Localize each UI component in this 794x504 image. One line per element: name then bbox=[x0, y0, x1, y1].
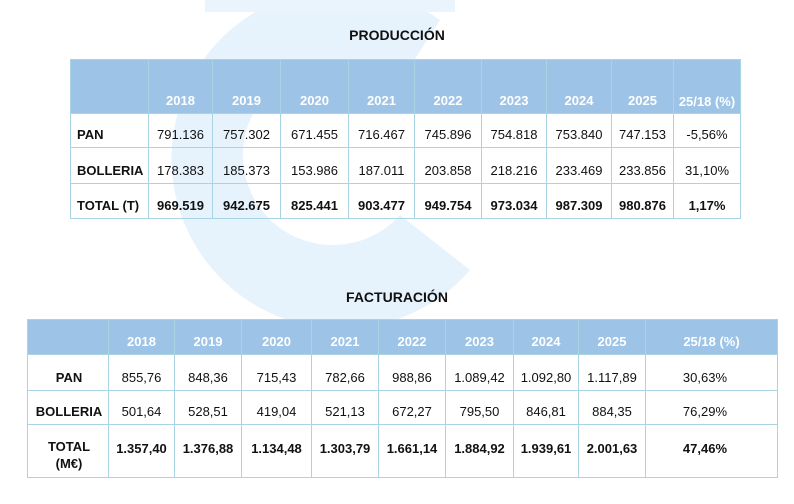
table-row: PAN 855,76 848,36 715,43 782,66 988,86 1.089,4… bbox=[27, 354, 778, 391]
produccion-title: PRODUCCIÓN bbox=[349, 27, 445, 43]
column-header: 2021 bbox=[311, 319, 379, 355]
header-blank bbox=[27, 319, 109, 355]
value-cell: 980.876 bbox=[611, 183, 674, 219]
value-cell: 2.001,63 bbox=[578, 424, 646, 478]
column-header: 2019 bbox=[212, 59, 281, 114]
column-header: 2024 bbox=[513, 319, 579, 355]
column-header: 25/18 (%) bbox=[673, 59, 741, 114]
value-cell: 1.092,80 bbox=[513, 354, 579, 391]
value-cell: 791.136 bbox=[148, 113, 213, 148]
value-cell: 745.896 bbox=[414, 113, 482, 148]
value-cell: 1.117,89 bbox=[578, 354, 646, 391]
value-cell: 153.986 bbox=[280, 147, 349, 184]
percent-cell: 1,17% bbox=[673, 183, 741, 219]
value-cell: 884,35 bbox=[578, 390, 646, 425]
header-row: 2018 2019 2020 2021 2022 2023 2024 2025 25/18 (%… bbox=[70, 59, 741, 114]
value-cell: 233.856 bbox=[611, 147, 674, 184]
value-cell: 846,81 bbox=[513, 390, 579, 425]
percent-cell: 76,29% bbox=[645, 390, 778, 425]
column-header: 2018 bbox=[108, 319, 175, 355]
value-cell: 987.309 bbox=[546, 183, 612, 219]
table-row: PAN 791.136 757.302 671.455 716.467 745.896 75… bbox=[70, 113, 741, 148]
value-cell: 795,50 bbox=[445, 390, 514, 425]
percent-cell: 31,10% bbox=[673, 147, 741, 184]
value-cell: 671.455 bbox=[280, 113, 349, 148]
value-cell: 754.818 bbox=[481, 113, 547, 148]
value-cell: 855,76 bbox=[108, 354, 175, 391]
row-label: TOTAL (T) bbox=[70, 183, 149, 219]
percent-cell: 47,46% bbox=[645, 424, 778, 478]
value-cell: 757.302 bbox=[212, 113, 281, 148]
value-cell: 825.441 bbox=[280, 183, 349, 219]
facturacion-table: 2018 2019 2020 2021 2022 2023 2024 2025 25/18 (%… bbox=[27, 319, 778, 478]
value-cell: 747.153 bbox=[611, 113, 674, 148]
value-cell: 178.383 bbox=[148, 147, 213, 184]
value-cell: 1.376,88 bbox=[174, 424, 242, 478]
value-cell: 187.011 bbox=[348, 147, 415, 184]
column-header: 2022 bbox=[378, 319, 446, 355]
value-cell: 1.303,79 bbox=[311, 424, 379, 478]
value-cell: 1.884,92 bbox=[445, 424, 514, 478]
value-cell: 1.661,14 bbox=[378, 424, 446, 478]
percent-cell: 30,63% bbox=[645, 354, 778, 391]
row-label: BOLLERIA bbox=[70, 147, 149, 184]
header-row: 2018 2019 2020 2021 2022 2023 2024 2025 25/18 (%… bbox=[27, 319, 778, 355]
value-cell: 988,86 bbox=[378, 354, 446, 391]
value-cell: 949.754 bbox=[414, 183, 482, 219]
table-row: BOLLERIA 501,64 528,51 419,04 521,13 672,27 79… bbox=[27, 390, 778, 425]
value-cell: 942.675 bbox=[212, 183, 281, 219]
row-label: TOTAL (M€) bbox=[27, 424, 109, 478]
value-cell: 521,13 bbox=[311, 390, 379, 425]
value-cell: 233.469 bbox=[546, 147, 612, 184]
percent-cell: -5,56% bbox=[673, 113, 741, 148]
value-cell: 1.089,42 bbox=[445, 354, 514, 391]
value-cell: 969.519 bbox=[148, 183, 213, 219]
value-cell: 973.034 bbox=[481, 183, 547, 219]
column-header: 2024 bbox=[546, 59, 612, 114]
value-cell: 672,27 bbox=[378, 390, 446, 425]
value-cell: 1.357,40 bbox=[108, 424, 175, 478]
produccion-table: 2018 2019 2020 2021 2022 2023 2024 2025 25/18 (%… bbox=[70, 59, 741, 219]
column-header: 2023 bbox=[481, 59, 547, 114]
value-cell: 782,66 bbox=[311, 354, 379, 391]
column-header: 2021 bbox=[348, 59, 415, 114]
header-blank bbox=[70, 59, 149, 114]
column-header: 2018 bbox=[148, 59, 213, 114]
column-header: 2019 bbox=[174, 319, 242, 355]
table-row: TOTAL (T) 969.519 942.675 825.441 903.477 949… bbox=[70, 183, 741, 219]
value-cell: 1.134,48 bbox=[241, 424, 312, 478]
value-cell: 716.467 bbox=[348, 113, 415, 148]
value-cell: 203.858 bbox=[414, 147, 482, 184]
table-row: TOTAL (M€) 1.357,40 1.376,88 1.134,48 1.303,… bbox=[27, 424, 778, 478]
column-header: 2023 bbox=[445, 319, 514, 355]
column-header: 2025 bbox=[611, 59, 674, 114]
column-header: 2020 bbox=[280, 59, 349, 114]
column-header: 25/18 (%) bbox=[645, 319, 778, 355]
table-row: BOLLERIA 178.383 185.373 153.986 187.011 203.… bbox=[70, 147, 741, 184]
row-label: PAN bbox=[27, 354, 109, 391]
value-cell: 753.840 bbox=[546, 113, 612, 148]
value-cell: 528,51 bbox=[174, 390, 242, 425]
column-header: 2022 bbox=[414, 59, 482, 114]
column-header: 2020 bbox=[241, 319, 312, 355]
value-cell: 419,04 bbox=[241, 390, 312, 425]
row-label: BOLLERIA bbox=[27, 390, 109, 425]
value-cell: 903.477 bbox=[348, 183, 415, 219]
value-cell: 1.939,61 bbox=[513, 424, 579, 478]
facturacion-title: FACTURACIÓN bbox=[346, 289, 448, 305]
column-header: 2025 bbox=[578, 319, 646, 355]
row-label: PAN bbox=[70, 113, 149, 148]
value-cell: 185.373 bbox=[212, 147, 281, 184]
value-cell: 848,36 bbox=[174, 354, 242, 391]
value-cell: 715,43 bbox=[241, 354, 312, 391]
value-cell: 218.216 bbox=[481, 147, 547, 184]
value-cell: 501,64 bbox=[108, 390, 175, 425]
